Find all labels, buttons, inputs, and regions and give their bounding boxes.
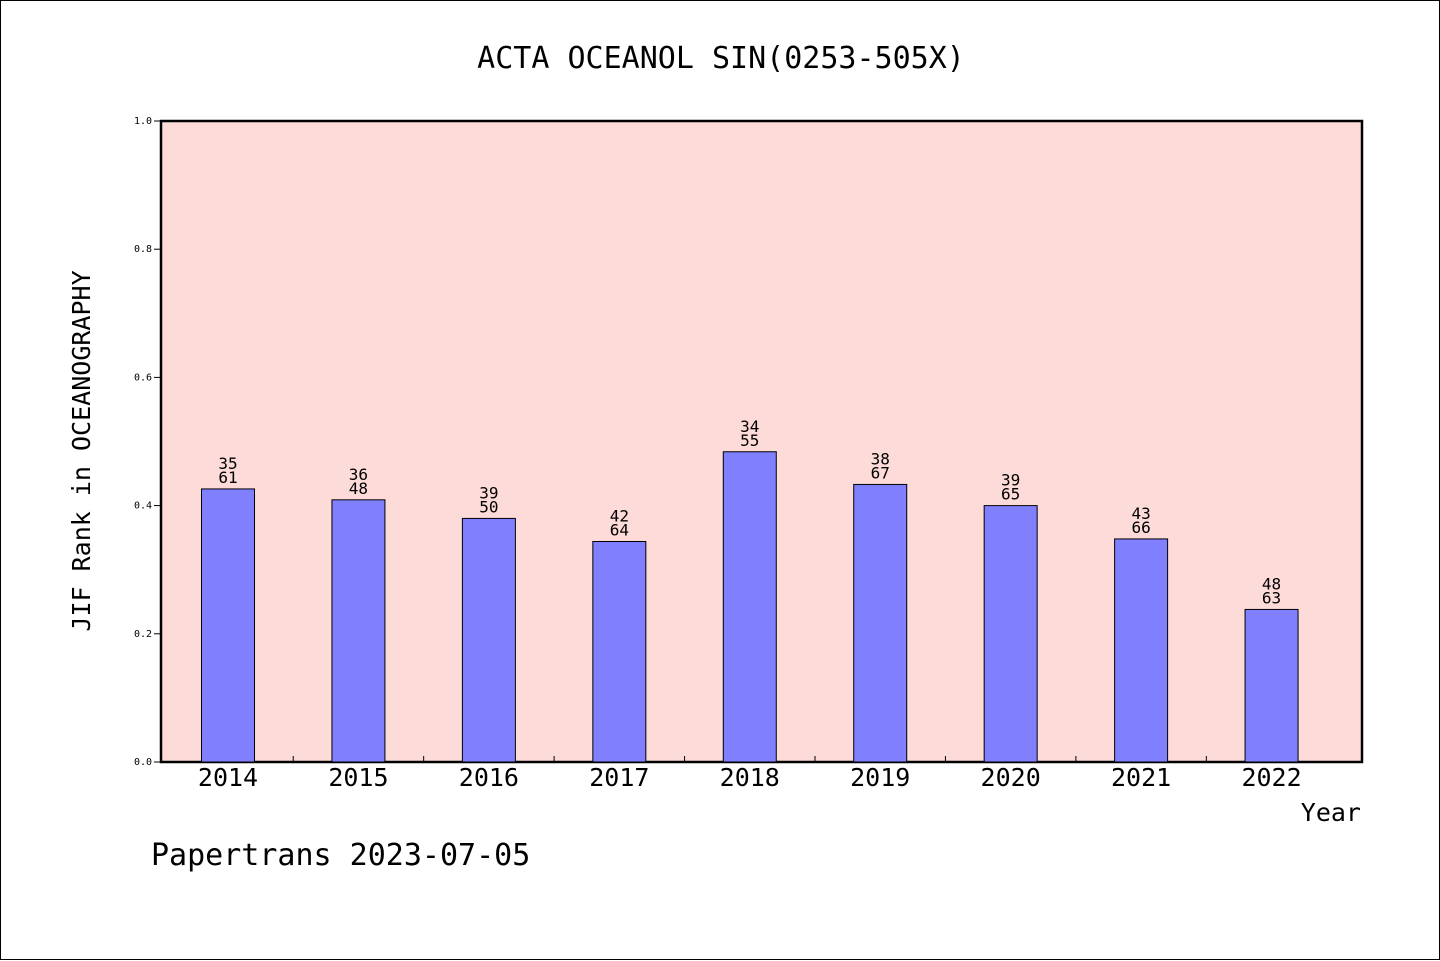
y-tick-label: 0.4 bbox=[134, 501, 152, 512]
x-tick-label: 2022 bbox=[1241, 763, 1301, 792]
x-tick-label: 2015 bbox=[328, 763, 388, 792]
credit-text: Papertrans 2023-07-05 bbox=[151, 838, 530, 873]
bar-rank-label: 43 bbox=[1131, 504, 1150, 523]
y-tick-label: 0.6 bbox=[134, 372, 152, 383]
x-tick-label: 2019 bbox=[850, 763, 910, 792]
bar-rank-label: 35 bbox=[218, 454, 237, 473]
bar-total-label: 67 bbox=[871, 463, 890, 482]
bar-total-label: 55 bbox=[740, 431, 759, 450]
y-axis: 0.0 0.2 0.4 0.6 0.8 1.0 bbox=[134, 116, 161, 768]
bar-rank-label: 34 bbox=[740, 417, 759, 436]
bar-total-label: 61 bbox=[218, 468, 237, 487]
bar-total-label: 66 bbox=[1131, 518, 1150, 537]
bar bbox=[722, 451, 777, 763]
bar-rank-label: 39 bbox=[479, 483, 498, 502]
bar-total-label: 50 bbox=[479, 497, 498, 516]
x-tick-label: 2017 bbox=[589, 763, 649, 792]
x-tick-label: 2016 bbox=[459, 763, 519, 792]
bar-total-label: 65 bbox=[1001, 485, 1020, 504]
x-tick-label: 2014 bbox=[198, 763, 258, 792]
y-tick-label: 0.8 bbox=[134, 244, 152, 255]
bar-total-label: 48 bbox=[349, 479, 368, 498]
bar bbox=[983, 505, 1038, 763]
bar bbox=[461, 517, 516, 763]
x-axis-label: Year bbox=[1301, 798, 1361, 827]
bar bbox=[331, 499, 386, 763]
bar bbox=[1114, 538, 1169, 763]
bar-series bbox=[201, 451, 1299, 763]
y-tick-label: 0.2 bbox=[134, 629, 152, 640]
bar bbox=[201, 488, 255, 763]
bar bbox=[1244, 608, 1299, 763]
bar-rank-label: 38 bbox=[871, 449, 890, 468]
chart-title: ACTA OCEANOL SIN(0253-505X) bbox=[477, 41, 965, 76]
bar-rank-label: 48 bbox=[1262, 574, 1281, 593]
bar bbox=[853, 483, 908, 763]
x-tick-label: 2021 bbox=[1111, 763, 1171, 792]
bar-total-label: 63 bbox=[1262, 588, 1281, 607]
y-axis-label: JIF Rank in OCEANOGRAPHY bbox=[67, 270, 96, 631]
y-tick-label: 1.0 bbox=[134, 116, 152, 127]
y-tick-label: 0.0 bbox=[134, 757, 152, 768]
x-axis: 2014 2015 2016 2017 2018 2019 2020 2021 2022 bbox=[198, 756, 1302, 792]
bar-total-label: 64 bbox=[610, 520, 629, 539]
bar-rank-label: 36 bbox=[349, 465, 368, 484]
x-tick-label: 2020 bbox=[981, 763, 1041, 792]
bar-rank-label: 42 bbox=[610, 506, 629, 525]
x-tick-label: 2018 bbox=[720, 763, 780, 792]
bar-rank-label: 39 bbox=[1001, 471, 1020, 490]
bar bbox=[592, 540, 647, 763]
